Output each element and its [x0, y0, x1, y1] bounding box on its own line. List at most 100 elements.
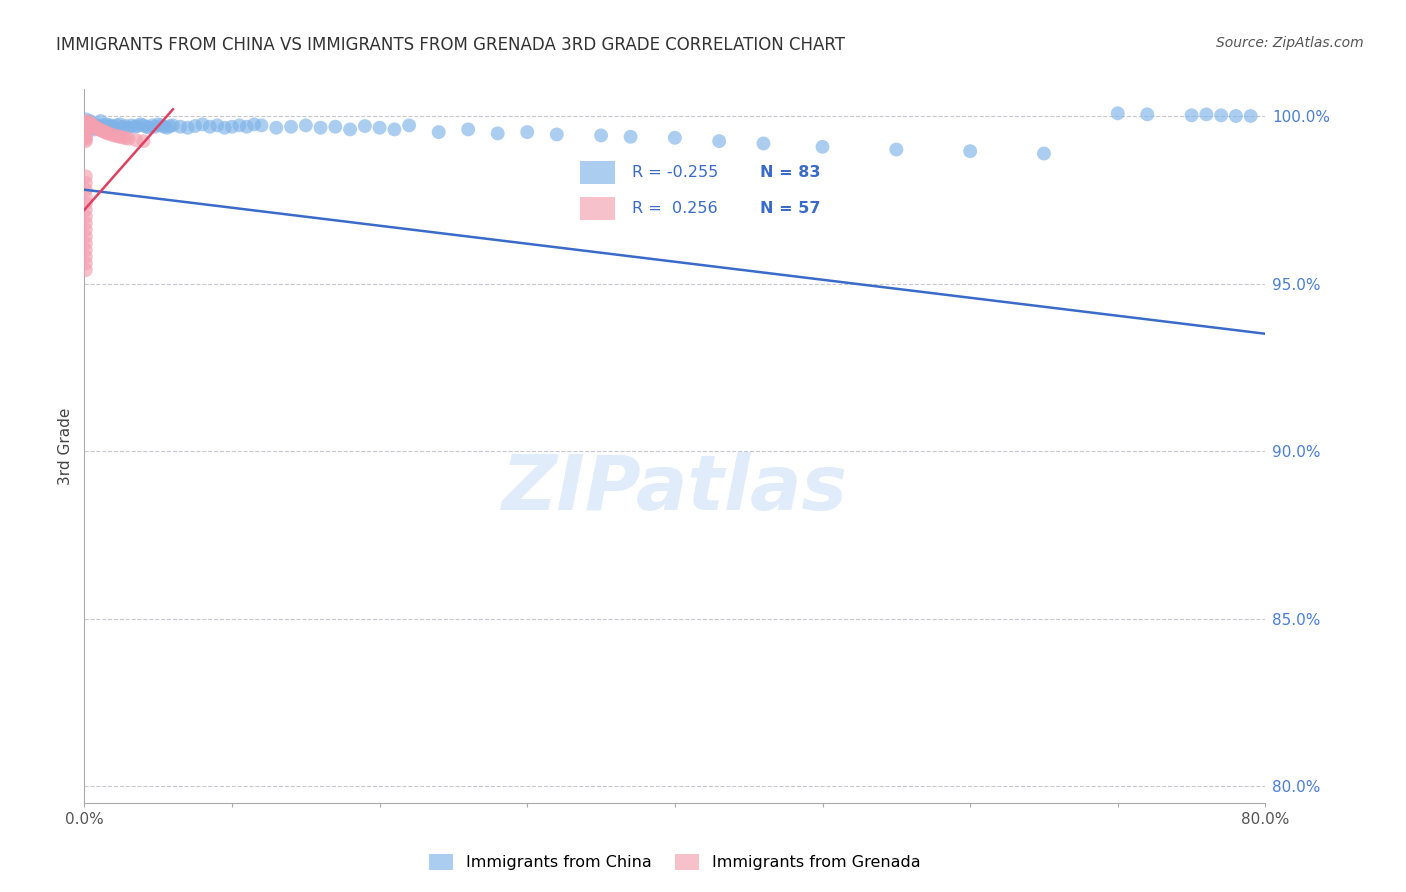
- Point: [108, 129, 131, 144]
- Point: [1107, 106, 1129, 120]
- Point: [228, 119, 250, 133]
- Point: [75, 236, 97, 251]
- Point: [280, 120, 302, 134]
- Point: [94, 125, 117, 139]
- Point: [205, 119, 228, 133]
- Point: [97, 120, 120, 134]
- Point: [75, 117, 97, 131]
- Point: [77, 116, 100, 130]
- Point: [111, 120, 134, 134]
- Point: [382, 122, 406, 136]
- Point: [105, 119, 128, 133]
- Text: R = -0.255: R = -0.255: [633, 165, 718, 180]
- Text: N = 57: N = 57: [759, 202, 820, 217]
- Point: [77, 119, 100, 133]
- Y-axis label: 3rd Grade: 3rd Grade: [58, 408, 73, 484]
- Point: [1180, 108, 1202, 122]
- Point: [87, 120, 111, 134]
- Point: [156, 120, 179, 135]
- Point: [619, 129, 641, 144]
- Point: [959, 144, 981, 158]
- Point: [150, 119, 173, 133]
- Point: [76, 116, 98, 130]
- Point: [124, 120, 146, 134]
- Point: [664, 130, 686, 145]
- Point: [75, 202, 97, 217]
- Point: [100, 119, 122, 133]
- Point: [90, 114, 112, 128]
- Point: [83, 120, 105, 134]
- Point: [162, 119, 184, 133]
- Point: [546, 128, 568, 142]
- Bar: [581, 197, 614, 220]
- Point: [75, 243, 97, 257]
- Point: [169, 120, 191, 134]
- Point: [84, 117, 107, 131]
- Point: [86, 121, 108, 136]
- Point: [114, 131, 136, 145]
- Point: [427, 125, 450, 139]
- Point: [75, 216, 97, 230]
- Point: [75, 196, 97, 211]
- Point: [264, 120, 288, 135]
- Point: [101, 120, 124, 135]
- Text: R =  0.256: R = 0.256: [633, 202, 718, 217]
- Point: [457, 122, 479, 136]
- Point: [191, 117, 214, 131]
- Point: [75, 120, 97, 135]
- Point: [141, 119, 163, 133]
- Point: [75, 223, 97, 237]
- Text: IMMIGRANTS FROM CHINA VS IMMIGRANTS FROM GRENADA 3RD GRADE CORRELATION CHART: IMMIGRANTS FROM CHINA VS IMMIGRANTS FROM…: [56, 36, 845, 54]
- Point: [75, 229, 97, 244]
- Point: [75, 169, 97, 184]
- Point: [591, 128, 613, 143]
- Point: [148, 117, 170, 131]
- Point: [159, 119, 181, 133]
- Point: [111, 130, 134, 145]
- Point: [79, 116, 101, 130]
- Point: [75, 114, 97, 128]
- Point: [75, 130, 97, 145]
- Point: [118, 120, 141, 135]
- Point: [243, 117, 266, 131]
- Point: [235, 120, 259, 134]
- Point: [75, 124, 97, 138]
- Point: [97, 127, 120, 141]
- Point: [75, 134, 97, 148]
- Point: [75, 250, 97, 264]
- Point: [368, 120, 391, 135]
- Point: [250, 119, 273, 133]
- Point: [93, 122, 115, 136]
- Point: [886, 143, 908, 157]
- Point: [132, 134, 155, 148]
- Point: [114, 119, 136, 133]
- Point: [309, 120, 332, 135]
- Point: [75, 116, 97, 130]
- Point: [221, 120, 243, 134]
- Point: [100, 128, 122, 142]
- Bar: [581, 161, 614, 185]
- Point: [108, 117, 131, 131]
- Point: [398, 119, 420, 133]
- Point: [79, 114, 101, 128]
- Point: [87, 122, 111, 136]
- Point: [79, 119, 101, 133]
- Point: [1209, 108, 1232, 122]
- Point: [91, 124, 114, 138]
- Point: [323, 120, 347, 134]
- Point: [76, 117, 98, 131]
- Point: [354, 119, 377, 133]
- Point: [96, 126, 118, 140]
- Point: [127, 119, 149, 133]
- Text: ZIPatlas: ZIPatlas: [502, 452, 848, 525]
- Point: [75, 189, 97, 203]
- Point: [96, 117, 118, 131]
- Point: [118, 132, 141, 146]
- Point: [75, 256, 97, 270]
- Point: [82, 119, 104, 133]
- Point: [86, 119, 108, 133]
- Point: [91, 119, 114, 133]
- Point: [93, 124, 115, 138]
- Point: [132, 119, 155, 133]
- Point: [135, 120, 157, 134]
